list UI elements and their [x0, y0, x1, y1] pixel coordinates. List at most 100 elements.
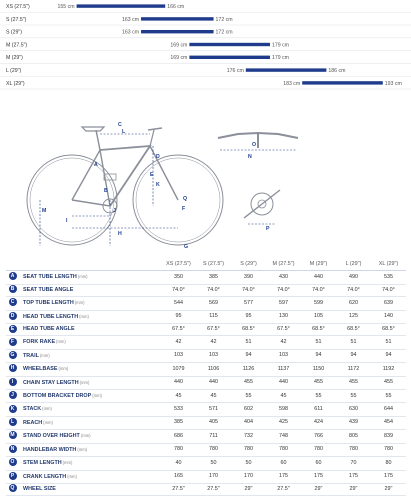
row-label-text: STEM LENGTH	[23, 460, 62, 467]
row-label: TOP TUBE LENGTH(mm)	[19, 297, 161, 310]
value-cell: 67.5°	[207, 326, 220, 333]
table-row: D HEAD TUBE LENGTH(mm) 95 115 95 130 105 125 140	[6, 310, 406, 324]
height-range-row: XS (27.5") 155 cm 166 cm	[0, 4, 411, 13]
value-cell: 74.0°	[207, 286, 220, 293]
value-cell: 780	[209, 446, 218, 453]
row-unit: (mm)	[56, 339, 66, 345]
value-cell: 620	[349, 299, 358, 306]
value-cell: 27.5"	[172, 485, 185, 492]
row-key-cell: L	[6, 416, 19, 429]
column-header: XS (27.5")	[161, 259, 196, 272]
frame-front-triangle	[99, 144, 152, 207]
value-cell: 51	[245, 338, 252, 345]
value-cell: 602	[244, 405, 253, 412]
value-cell: 27.5"	[207, 485, 220, 492]
value-cell: 165	[174, 473, 183, 479]
row-key-cell: D	[6, 310, 19, 323]
value-cell: 130	[279, 313, 288, 320]
value-cell: 74.0°	[312, 286, 325, 293]
row-label-text: SEAT TUBE LENGTH	[23, 274, 77, 281]
value-cell: 94	[245, 352, 252, 359]
size-label: XS (27.5")	[6, 4, 30, 10]
label-m: M	[42, 208, 46, 214]
header-spacer	[19, 259, 161, 272]
row-key-badge: G	[8, 350, 17, 359]
row-key-badge: L	[8, 417, 17, 426]
value-cell: 424	[314, 419, 323, 426]
table-row: C TOP TUBE LENGTH(mm) 544 569 577 597 599 620 63…	[6, 297, 406, 311]
value-cell: 350	[174, 273, 183, 280]
value-cell: 125	[349, 313, 358, 320]
value-cell: 455	[384, 379, 393, 386]
value-cell: 74.0°	[242, 286, 255, 293]
height-range-bar	[245, 68, 327, 72]
value-cell: 55	[245, 392, 252, 399]
row-key-badge: D	[8, 311, 17, 320]
value-cell: 780	[174, 446, 183, 453]
row-label-text: HANDLEBAR WIDTH	[23, 446, 77, 453]
label-j: J	[113, 208, 116, 214]
row-key-badge: B	[8, 285, 17, 294]
max-height-label: 193 cm	[385, 81, 402, 87]
value-cell: 535	[384, 273, 393, 280]
height-range-bar	[76, 4, 166, 8]
value-cell: 711	[209, 432, 218, 439]
label-n: N	[248, 154, 252, 160]
table-row: E HEAD TUBE ANGLE 67.5° 67.5° 68.5° 67.5° 68.5…	[6, 324, 406, 336]
value-cell: 748	[279, 432, 288, 439]
value-cell: 94	[350, 352, 357, 359]
row-key-badge: O	[8, 458, 17, 467]
handlebar-top-view: O N	[217, 131, 299, 160]
value-cell: 490	[349, 273, 358, 280]
label-c: C	[118, 122, 122, 128]
table-row: N HANDLEBAR WIDTH(mm) 780 780 780 780 780 780 78…	[6, 443, 406, 457]
max-height-label: 186 cm	[328, 68, 345, 74]
value-cell: 74.0°	[347, 286, 360, 293]
value-cell: 55	[385, 392, 392, 399]
fork	[149, 145, 179, 201]
value-cell: 45	[175, 392, 182, 399]
value-cell: 440	[209, 379, 218, 386]
height-range-row: L (29") 176 cm 186 cm	[0, 68, 411, 77]
value-cell: 55	[315, 392, 322, 399]
row-label-text: TRAIL	[23, 352, 39, 359]
size-label: XL (29")	[6, 81, 25, 87]
front-wheel	[132, 154, 224, 246]
value-cell: 68.5°	[347, 326, 360, 333]
row-label-text: WHEEL SIZE	[23, 485, 56, 492]
label-f: F	[182, 206, 185, 212]
label-p: P	[266, 226, 270, 232]
row-label-text: SEAT TUBE ANGLE	[23, 286, 74, 293]
value-cell: 440	[314, 273, 323, 280]
table-row: B SEAT TUBE ANGLE 74.0° 74.0° 74.0° 74.0° 74.0…	[6, 284, 406, 297]
header-spacer	[6, 259, 19, 272]
row-key-cell: K	[6, 403, 19, 416]
value-cell: 454	[384, 419, 393, 426]
value-cell: 60	[315, 459, 322, 466]
value-cell: 630	[349, 405, 358, 412]
value-cell: 732	[244, 432, 253, 439]
row-label: STEM LENGTH(mm)	[19, 457, 161, 470]
row-label: REACH(mm)	[19, 416, 161, 429]
value-cell: 455	[349, 379, 358, 386]
value-cell: 598	[279, 405, 288, 412]
row-unit: (mm)	[62, 460, 73, 466]
row-key-cell: M	[6, 430, 19, 443]
row-key-badge: N	[8, 444, 17, 453]
value-cell: 569	[209, 299, 218, 306]
row-label: FORK RAKE(mm)	[19, 336, 161, 349]
crank-front-view: P	[243, 189, 281, 232]
measure-labels: C L A B D E F G H I J K M Q	[42, 122, 188, 250]
row-label-text: HEAD TUBE ANGLE	[23, 326, 75, 333]
row-unit: (mm)	[58, 366, 69, 372]
value-cell: 95	[175, 313, 182, 320]
row-label-text: BOTTOM BRACKET DROP	[23, 393, 92, 400]
value-cell: 439	[349, 419, 358, 426]
row-label-text: TOP TUBE LENGTH	[23, 300, 74, 307]
value-cell: 42	[280, 338, 287, 345]
row-label: CHAIN STAY LENGTH(mm)	[19, 376, 161, 389]
value-cell: 103	[279, 352, 288, 359]
value-cell: 1192	[382, 365, 395, 372]
max-height-label: 172 cm	[216, 17, 233, 23]
value-cell: 175	[384, 473, 393, 479]
